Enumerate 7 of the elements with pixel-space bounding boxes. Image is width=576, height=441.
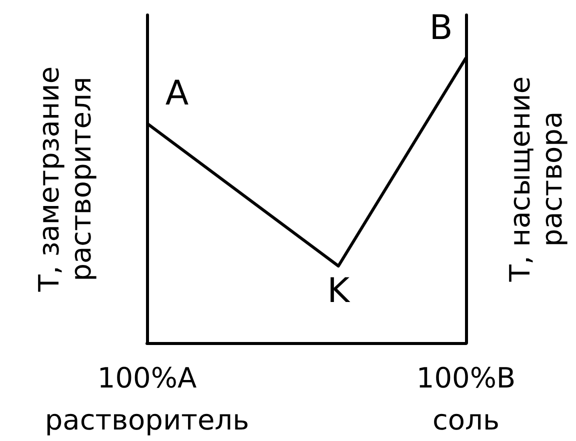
annotation: B (429, 8, 453, 48)
annotation: A (165, 73, 189, 114)
annotation: K (327, 270, 352, 311)
y-axis-title: T, заметрзание растворителя (32, 66, 98, 293)
x-tick-label: 100%A растворитель (44, 362, 250, 436)
x-tick-label: 100%B соль (416, 362, 516, 436)
y2-axis-title: T, насыщение раствора (504, 76, 568, 283)
